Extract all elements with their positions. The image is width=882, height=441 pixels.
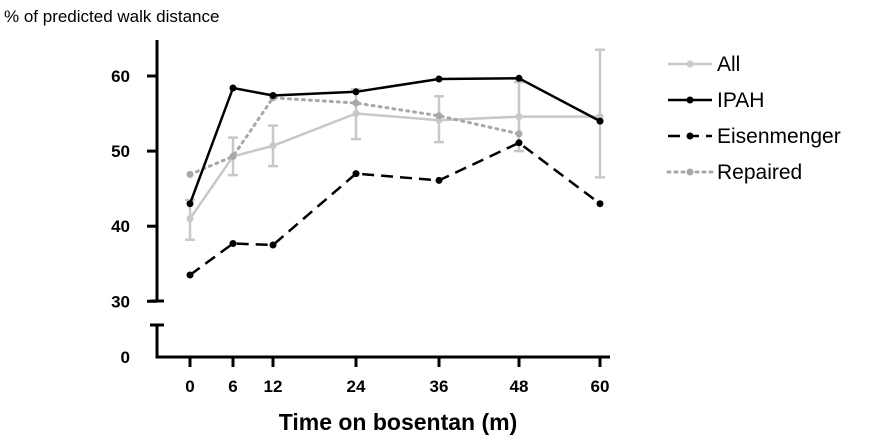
data-point [229, 152, 237, 160]
x-axis-label: Time on bosentan (m) [279, 409, 518, 435]
legend-item-eisenmenger: Eisenmenger [668, 125, 841, 148]
y-tick-label: 30 [111, 292, 130, 311]
series-ipah [186, 74, 604, 208]
series-repaired [186, 94, 523, 178]
data-point [269, 241, 277, 249]
data-point [352, 99, 360, 107]
data-point [515, 139, 523, 147]
legend-label: All [717, 53, 740, 76]
data-point [435, 75, 443, 83]
data-point [186, 271, 194, 279]
legend-marker [686, 96, 694, 104]
data-point [186, 215, 194, 223]
y-tick-label: 60 [111, 67, 130, 86]
legend-label: Eisenmenger [717, 125, 841, 148]
data-point [352, 88, 360, 96]
axes: 0 30 40 50 60 0 6 12 24 36 48 60 [111, 40, 610, 396]
data-point [435, 176, 443, 184]
series-all [185, 48, 605, 241]
legend-label: IPAH [717, 89, 764, 112]
series-line-eisenmenger [189, 141, 601, 277]
data-point [186, 170, 194, 178]
data-point [435, 112, 443, 120]
data-point [269, 142, 277, 150]
x-tick-label: 60 [591, 377, 610, 396]
x-tick-label: 48 [510, 377, 529, 396]
data-point [229, 84, 237, 92]
legend-marker [686, 132, 694, 140]
data-point [352, 110, 360, 117]
legend: All IPAH Eisenmenger Repaired [666, 53, 841, 184]
y-tick-label: 40 [111, 217, 130, 236]
data-point [186, 200, 194, 208]
legend-item-ipah: IPAH [668, 89, 764, 112]
y-tick-label: 0 [121, 348, 130, 367]
series-line-ipah [188, 77, 601, 205]
data-point [596, 200, 604, 208]
legend-item-all: All [668, 53, 740, 76]
data-point [515, 74, 523, 82]
legend-label: Repaired [717, 161, 802, 184]
data-point [515, 130, 523, 138]
legend-marker [686, 60, 694, 68]
series-eisenmenger [186, 139, 604, 279]
legend-marker [686, 168, 694, 176]
data-point [269, 92, 277, 99]
legend-item-repaired: Repaired [666, 161, 802, 184]
x-tick-label: 36 [430, 377, 449, 396]
x-tick-label: 24 [347, 377, 366, 396]
series-line-repaired [188, 96, 521, 176]
y-axis-label: % of predicted walk distance [4, 7, 219, 26]
x-tick-label: 0 [185, 377, 194, 396]
x-tick-label: 6 [228, 377, 237, 396]
series-layer [185, 48, 605, 279]
data-point [515, 113, 523, 121]
y-tick-label: 50 [111, 142, 130, 161]
data-point [229, 240, 237, 247]
data-point [596, 117, 604, 125]
data-point [352, 170, 360, 178]
x-tick-label: 12 [264, 377, 283, 396]
